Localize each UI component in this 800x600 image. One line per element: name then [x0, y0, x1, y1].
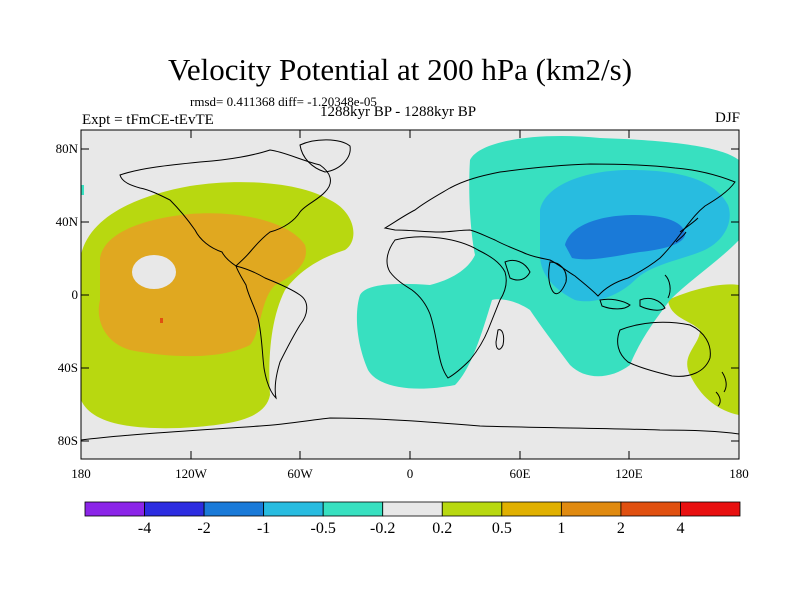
- colorbar-label: -0.2: [370, 520, 396, 537]
- coastlines: [81, 139, 739, 441]
- season-label: DJF: [714, 110, 740, 126]
- colorbar-label: 4: [676, 520, 685, 537]
- colorbar-label: -1: [256, 520, 271, 537]
- lat-label-0: 0: [71, 287, 79, 302]
- positive-weak-region-east: [668, 284, 739, 415]
- lon-label-120e: 120E: [615, 466, 643, 481]
- colorbar-swatch: [620, 501, 681, 517]
- colorbar-swatch: [560, 501, 622, 517]
- lon-ticks: [80, 130, 630, 459]
- colorbar-swatch: [441, 501, 503, 517]
- positive-moderate-region-west: [98, 213, 306, 357]
- colorbar-label: -2: [197, 520, 211, 537]
- lat-ticks: [81, 148, 739, 442]
- lon-label-60e: 60E: [509, 466, 531, 481]
- colorbar-swatch: [501, 501, 562, 517]
- lon-label-0: 0: [406, 466, 414, 481]
- colorbar-swatch: [144, 501, 205, 517]
- local-maximum: [160, 318, 163, 323]
- contour-fields: [81, 136, 739, 441]
- colorbar-label: 0.5: [491, 520, 512, 537]
- map-title: Velocity Potential at 200 hPa (km2/s): [167, 52, 633, 87]
- lat-label-40n: 40N: [55, 214, 78, 229]
- period-label: 1288kyr BP - 1288kyr BP: [320, 104, 477, 120]
- colorbar-label: -0.5: [310, 520, 336, 537]
- lon-label-180w: 180: [71, 466, 91, 481]
- colorbar-swatch: [322, 501, 384, 517]
- negative-strong-region: [565, 215, 685, 260]
- lat-label-80n: 80N: [55, 141, 78, 156]
- colorbar-label: 0.2: [432, 520, 453, 537]
- colorbar-label: 1: [557, 520, 566, 537]
- experiment-label: Expt = tFmCE-tEvTE: [82, 112, 214, 128]
- lon-label-120w: 120W: [175, 466, 207, 481]
- colorbar-label: -4: [137, 520, 152, 537]
- colorbar-swatch: [382, 501, 443, 517]
- stats-text: rmsd= 0.411368 diff= -1.20348e-05: [190, 94, 377, 109]
- colorbar-label: 2: [616, 520, 625, 537]
- lon-label-180e: 180: [729, 466, 749, 481]
- colorbar-swatch: [263, 501, 324, 517]
- colorbar: [84, 501, 741, 517]
- colorbar-swatch: [680, 501, 741, 517]
- lat-label-40s: 40S: [57, 360, 78, 375]
- lat-label-80s: 80S: [57, 433, 78, 448]
- colorbar-swatch: [203, 501, 265, 517]
- colorbar-swatch: [84, 501, 145, 517]
- edge-patch: [81, 185, 84, 195]
- weak-hole: [132, 255, 176, 289]
- lon-label-60w: 60W: [287, 466, 313, 481]
